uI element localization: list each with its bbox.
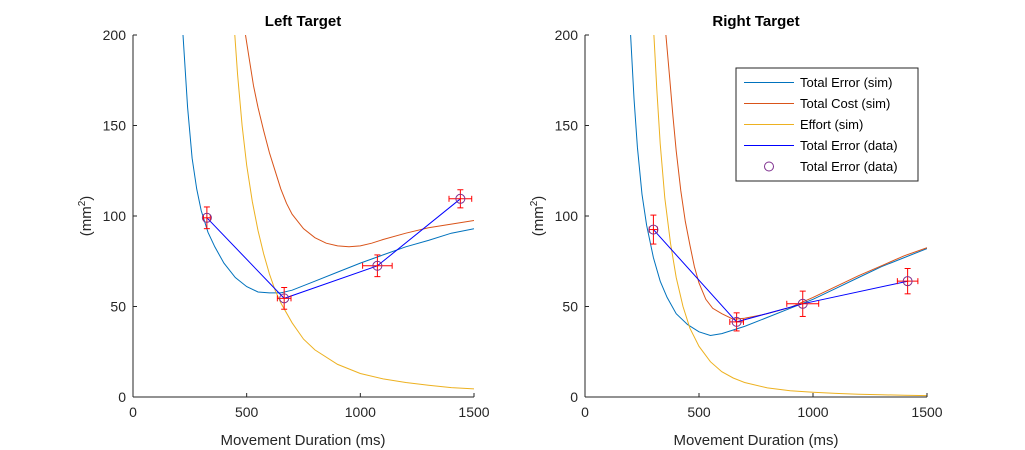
left-effort-sim-line: [234, 35, 474, 390]
right-total-error-data-line: [653, 229, 908, 323]
left-data-marker: [201, 212, 212, 223]
left-x-axis-label: Movement Duration (ms): [220, 432, 385, 449]
left-data-point: [448, 189, 473, 209]
left-total-error-sim-line: [182, 35, 474, 294]
right-data-marker: [797, 298, 808, 309]
right-y-tick-label: 200: [555, 27, 579, 43]
right-total-cost-sim-line: [665, 35, 927, 320]
legend-label: Total Cost (sim): [800, 96, 890, 111]
left-total-cost-sim-line: [245, 35, 474, 248]
left-clip-group: [182, 35, 474, 390]
right-axes: 0 500 1000 1500 0 50 100 150 200: [555, 27, 943, 420]
legend-label: Total Error (data): [800, 159, 898, 174]
right-x-tick-label: 1500: [911, 404, 942, 420]
left-y-tick-label: 150: [103, 118, 127, 134]
legend-label: Effort (sim): [800, 117, 863, 132]
legend: Total Error (sim) Total Cost (sim) Effort …: [735, 67, 919, 182]
right-x-tick-label: 0: [581, 404, 589, 420]
left-y-tick-label: 50: [110, 299, 126, 315]
left-data-point: [276, 286, 292, 310]
left-x-tick-label: 1000: [345, 404, 376, 420]
right-plot-area: [630, 35, 927, 397]
left-y-axis-label-sup: 2: [77, 200, 88, 206]
left-target-panel: Left Target 0 500 1000 1500 0 50 100 150 200 Mov…: [77, 13, 490, 449]
right-y-axis-label-close: ): [530, 196, 547, 201]
right-data-marker: [902, 276, 913, 287]
legend-entry: Total Error (sim): [744, 75, 892, 90]
right-y-axis-label: (mm2): [529, 196, 547, 237]
left-y-axis-label-close: ): [78, 196, 95, 201]
right-y-axis-label-sup: 2: [529, 200, 540, 206]
left-data-marker: [279, 293, 290, 304]
left-plot-area: [182, 35, 474, 390]
right-total-error-sim-line: [630, 35, 927, 337]
right-y-tick-label: 100: [555, 208, 579, 224]
legend-label: Total Error (sim): [800, 75, 892, 90]
right-data-point: [648, 214, 659, 245]
left-y-tick-label: 200: [103, 27, 127, 43]
right-y-tick-label: 50: [562, 299, 578, 315]
right-data-marker: [648, 224, 659, 235]
left-x-tick-label: 1500: [458, 404, 489, 420]
right-x-tick-label: 1000: [797, 404, 828, 420]
left-axes: 0 500 1000 1500 0 50 100 150 200: [103, 27, 490, 420]
right-panel-title: Right Target: [712, 13, 799, 30]
right-data-point: [896, 267, 919, 295]
legend-entry: Total Error (data): [744, 138, 898, 153]
right-target-panel: Right Target 0 500 1000 1500 0 50 100 150 200 Mo…: [529, 13, 943, 449]
left-x-tick-label: 500: [235, 404, 259, 420]
right-y-axis-label-main: (mm: [530, 206, 547, 236]
right-data-point: [786, 290, 820, 317]
right-data-point: [729, 312, 744, 332]
left-y-tick-label: 0: [118, 389, 126, 405]
right-clip-group: [630, 35, 927, 397]
legend-marker-swatch: [764, 161, 774, 172]
left-y-tick-label: 100: [103, 208, 127, 224]
left-data-marker: [372, 260, 383, 271]
left-x-tick-label: 0: [129, 404, 137, 420]
legend-entry: Total Error (data): [764, 159, 898, 174]
legend-label: Total Error (data): [800, 138, 898, 153]
right-data-marker: [731, 316, 742, 327]
left-y-axis-label: (mm2): [77, 196, 95, 237]
left-data-point: [362, 254, 393, 278]
right-x-tick-label: 500: [687, 404, 711, 420]
legend-entry: Effort (sim): [744, 117, 863, 132]
legend-entry: Total Cost (sim): [744, 96, 890, 111]
right-y-tick-label: 0: [570, 389, 578, 405]
left-panel-title: Left Target: [265, 13, 341, 30]
right-y-tick-label: 150: [555, 118, 579, 134]
right-effort-sim-line: [653, 35, 927, 397]
left-data-marker: [455, 193, 466, 204]
left-total-error-data-line: [206, 198, 461, 299]
right-x-axis-label: Movement Duration (ms): [673, 432, 838, 449]
left-data-point: [201, 206, 212, 230]
left-y-axis-label-main: (mm: [78, 206, 95, 236]
